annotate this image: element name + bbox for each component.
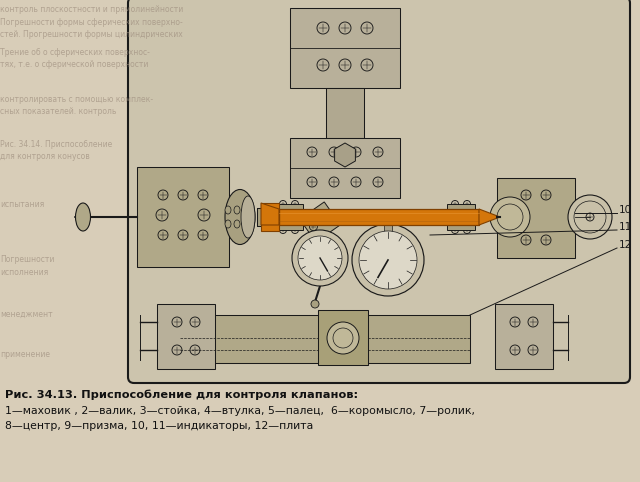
Circle shape (490, 197, 530, 237)
Bar (326, 88, 364, 138)
Ellipse shape (76, 203, 90, 231)
Circle shape (327, 322, 359, 354)
Text: испытания: испытания (0, 200, 44, 209)
Bar (180, 315, 470, 363)
Circle shape (292, 230, 348, 286)
Polygon shape (300, 202, 340, 242)
Bar (290, 8, 400, 88)
Bar (290, 138, 400, 198)
Text: Погрешности формы сферических поверхно-: Погрешности формы сферических поверхно- (0, 18, 183, 27)
Text: Рис. 34.13. Приспособление для контроля клапанов:: Рис. 34.13. Приспособление для контроля … (5, 390, 358, 401)
Circle shape (359, 231, 417, 289)
Text: 8—центр, 9—призма, 10, 11—индикаторы, 12—плита: 8—центр, 9—призма, 10, 11—индикаторы, 12… (5, 421, 313, 431)
Text: 10: 10 (619, 205, 632, 215)
FancyArrow shape (261, 203, 279, 231)
Bar (275, 204, 303, 230)
Polygon shape (479, 209, 500, 225)
FancyBboxPatch shape (128, 0, 630, 383)
Text: исполнения: исполнения (0, 268, 48, 277)
Text: Рис. 34.14. Приспособление: Рис. 34.14. Приспособление (0, 140, 112, 149)
Text: стей. Прогрешности формы цилиндрических: стей. Прогрешности формы цилиндрических (0, 30, 183, 39)
Text: для контроля конусов: для контроля конусов (0, 152, 90, 161)
Text: менеджмент: менеджмент (0, 310, 52, 319)
Ellipse shape (234, 206, 240, 214)
Bar (257, 208, 279, 226)
Bar (495, 304, 553, 369)
Bar (318, 310, 368, 365)
Text: контролировать с помощью комплек-: контролировать с помощью комплек- (0, 95, 153, 104)
Bar (497, 178, 575, 258)
Text: контроль плоскостности и прямолинейности: контроль плоскостности и прямолинейности (0, 5, 183, 14)
Bar (157, 304, 215, 369)
Circle shape (352, 224, 424, 296)
Text: тях, т.е. о сферической поверхности: тях, т.е. о сферической поверхности (0, 60, 148, 69)
Text: применение: применение (0, 350, 50, 359)
Ellipse shape (234, 220, 240, 228)
Text: 12: 12 (619, 240, 632, 250)
Bar (384, 224, 392, 242)
Circle shape (298, 236, 342, 280)
Ellipse shape (225, 189, 255, 244)
Circle shape (568, 195, 612, 239)
Text: 1—маховик , 2—валик, 3—стойка, 4—втулка, 5—палец,  6—коромысло, 7—ролик,: 1—маховик , 2—валик, 3—стойка, 4—втулка,… (5, 406, 475, 416)
Text: 11: 11 (619, 222, 632, 232)
Bar (137, 167, 229, 267)
Bar (279, 209, 479, 225)
Text: сных показателей. контроль: сных показателей. контроль (0, 107, 116, 116)
Ellipse shape (241, 196, 255, 238)
Bar (447, 204, 475, 230)
Text: Трение об о сферических поверхнос-: Трение об о сферических поверхнос- (0, 48, 150, 57)
Ellipse shape (225, 206, 231, 214)
Polygon shape (261, 203, 279, 225)
Text: Погрешности: Погрешности (0, 255, 54, 264)
Ellipse shape (225, 220, 231, 228)
Circle shape (311, 300, 319, 308)
